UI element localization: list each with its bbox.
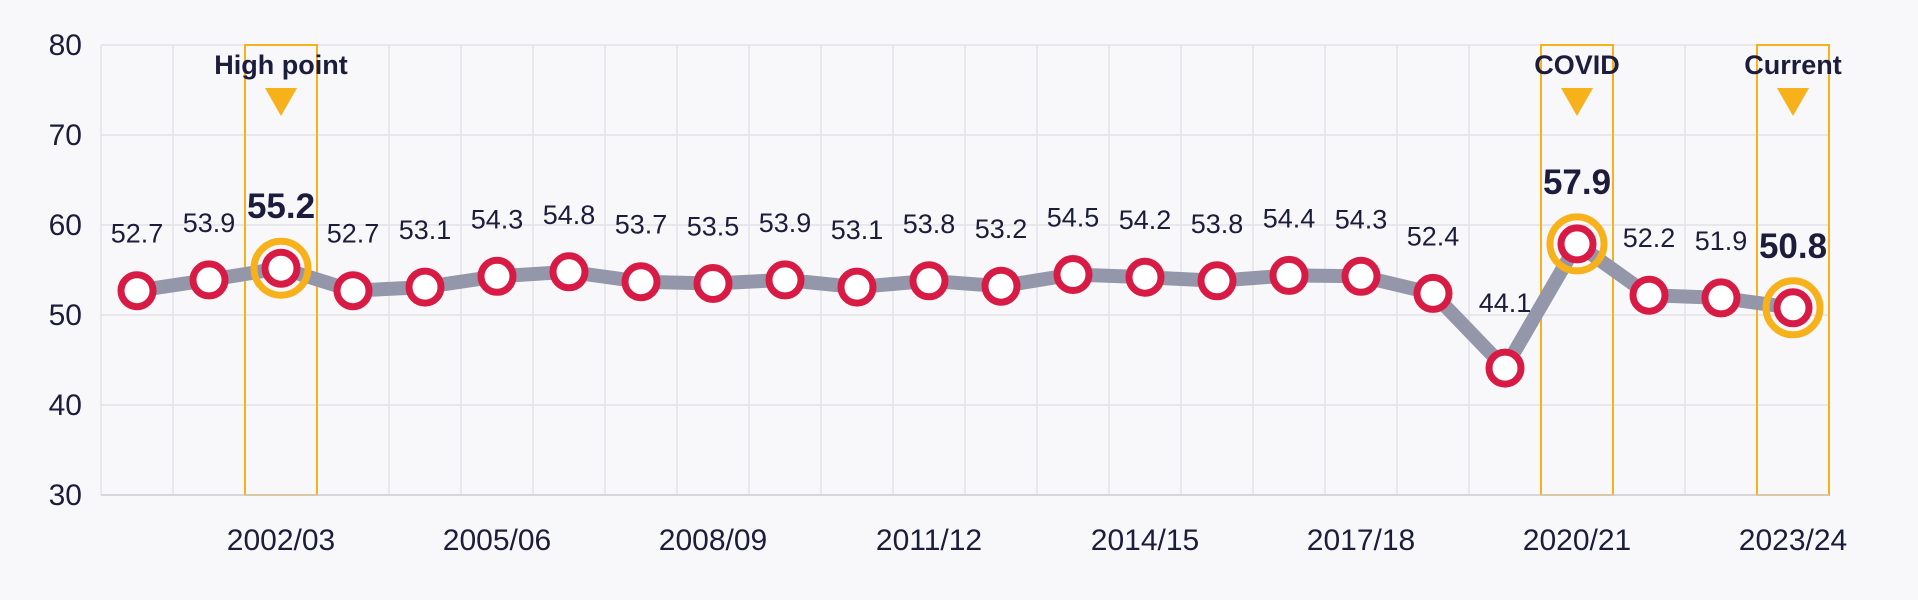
data-point [477, 256, 517, 296]
data-labels: 52.7 53.9 55.2 52.7 53.1 54.3 54.8 53.7 53.5 53.9… [111, 163, 1827, 318]
data-point [765, 260, 805, 300]
highlight-ring [250, 237, 312, 299]
data-label: 51.9 [1695, 226, 1748, 256]
data-point [405, 267, 445, 307]
data-point [981, 266, 1021, 306]
data-point [1557, 224, 1597, 264]
data-point [693, 264, 733, 303]
annotations: High point COVID Current [214, 50, 1842, 116]
y-tick-label: 70 [49, 119, 82, 152]
y-tick-label: 50 [49, 299, 82, 332]
data-point [1269, 255, 1309, 295]
data-label: 53.7 [615, 210, 668, 240]
data-label: 53.9 [183, 208, 236, 238]
y-tick-label: 40 [49, 389, 82, 422]
data-point [333, 271, 373, 311]
data-label: 54.2 [1119, 205, 1172, 235]
data-label: 53.8 [903, 209, 956, 239]
highlight-triangle-icon [1777, 88, 1809, 116]
data-label: 54.3 [471, 204, 524, 234]
data-label: 54.8 [543, 200, 596, 230]
x-tick-label: 2011/12 [876, 524, 982, 557]
y-tick-label: 30 [49, 479, 82, 512]
data-label: 54.4 [1263, 203, 1316, 233]
data-point [837, 267, 877, 307]
highlight-ring [1762, 277, 1824, 339]
data-label: 53.5 [687, 212, 740, 242]
data-label: 53.8 [1191, 209, 1244, 239]
data-point [621, 262, 661, 302]
data-point [1125, 257, 1165, 297]
data-point [1485, 348, 1525, 388]
y-tick-label: 80 [49, 29, 82, 62]
data-label-highlight: 55.2 [247, 187, 315, 226]
data-point [1413, 273, 1453, 313]
data-label-highlight: 57.9 [1543, 163, 1611, 202]
data-label: 54.3 [1335, 204, 1388, 234]
highlight-triangle-icon [265, 88, 297, 116]
x-tick-label: 2017/18 [1307, 524, 1415, 557]
highlight-ring [1546, 213, 1608, 275]
data-label: 54.5 [1047, 203, 1100, 233]
data-label: 53.1 [399, 215, 452, 245]
x-tick-label: 2005/06 [443, 524, 551, 557]
data-point [549, 252, 589, 292]
data-label: 44.1 [1479, 288, 1532, 318]
data-point [1773, 288, 1813, 328]
x-tick-label: 2002/03 [227, 524, 335, 557]
data-point [1197, 261, 1237, 301]
data-label: 52.4 [1407, 221, 1460, 251]
x-tick-label: 2020/21 [1523, 524, 1631, 557]
data-point [261, 248, 301, 288]
data-label: 53.2 [975, 214, 1028, 244]
highlight-triangle-icon [1561, 88, 1593, 116]
data-label: 52.7 [111, 219, 164, 249]
data-point [1341, 256, 1381, 296]
data-label: 52.7 [327, 219, 380, 249]
annotation-label: COVID [1534, 50, 1620, 80]
x-tick-label: 2008/09 [659, 524, 767, 557]
data-point [1629, 275, 1669, 315]
annotation-label: High point [214, 50, 347, 80]
axes: 30 40 50 60 70 80 2002/03 2005/06 2008/09 2011/12… [49, 29, 1848, 557]
data-label-highlight: 50.8 [1759, 227, 1827, 266]
data-point [1701, 278, 1741, 318]
data-label: 52.2 [1623, 223, 1676, 253]
series [117, 213, 1824, 388]
data-point [909, 261, 949, 301]
data-point [117, 271, 157, 311]
y-tick-label: 60 [49, 209, 82, 242]
x-tick-label: 2023/24 [1739, 524, 1847, 557]
data-label: 53.1 [831, 215, 884, 245]
data-point [1053, 255, 1093, 294]
x-tick-label: 2014/15 [1091, 524, 1199, 557]
data-label: 53.9 [759, 208, 812, 238]
annotation-label: Current [1744, 50, 1842, 80]
data-point [189, 260, 229, 300]
